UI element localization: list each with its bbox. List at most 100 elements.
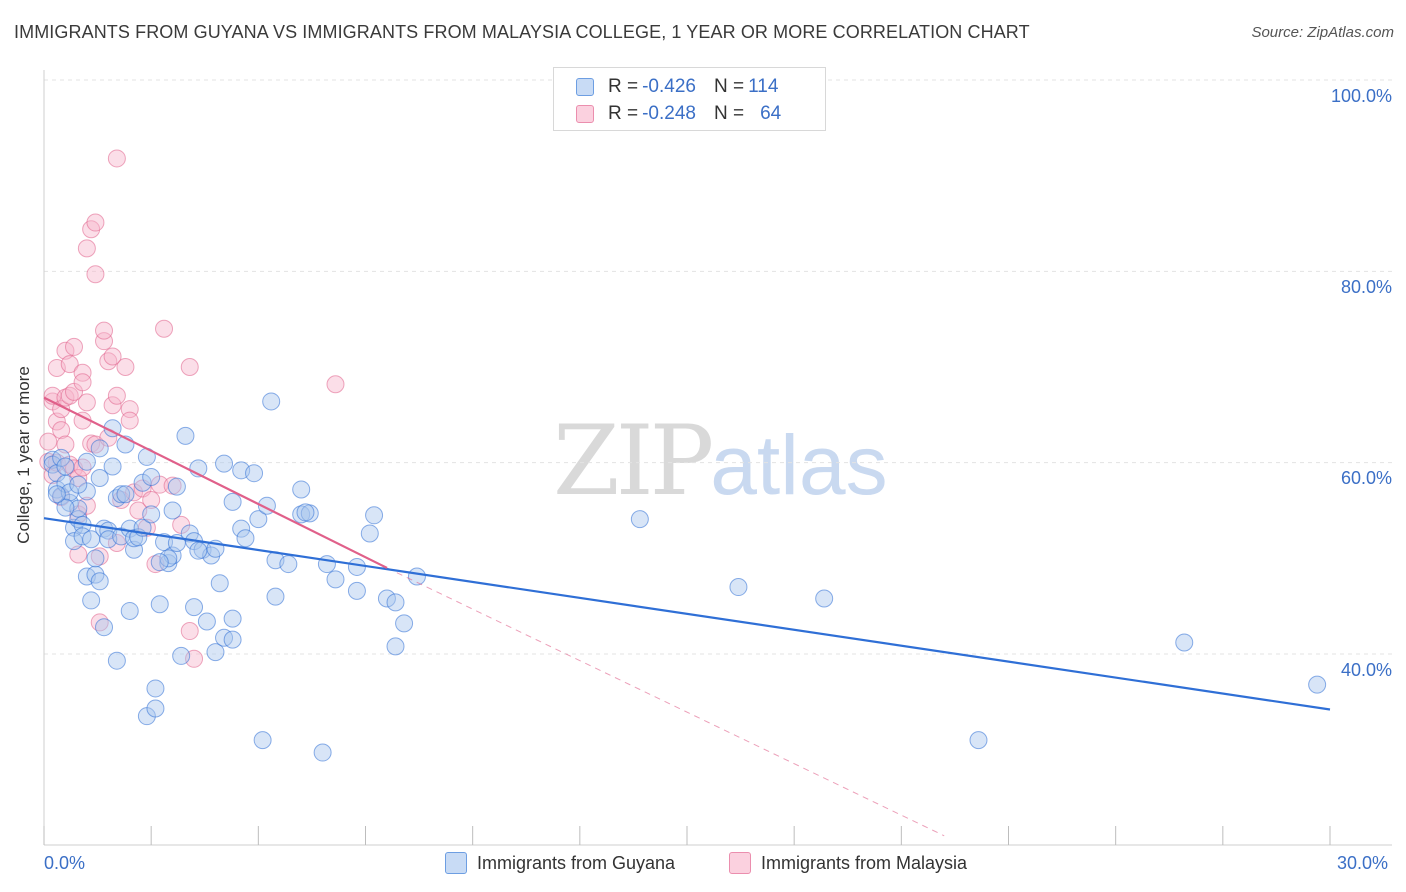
guyana-point xyxy=(176,426,195,445)
malaysia-point xyxy=(39,432,58,451)
malaysia-point xyxy=(326,375,345,394)
guyana-point xyxy=(317,555,336,574)
malaysia-point xyxy=(180,622,199,641)
guyana-point xyxy=(185,598,204,617)
malaysia-point xyxy=(73,373,92,392)
x-tick-label-min: 0.0% xyxy=(44,853,86,873)
guyana-point xyxy=(386,637,405,656)
malaysia-point xyxy=(116,358,135,376)
guyana-point xyxy=(326,570,345,589)
guyana-point xyxy=(159,549,178,568)
malaysia-trend-line xyxy=(43,396,388,569)
guyana-point xyxy=(206,643,225,662)
guyana-point xyxy=(969,731,988,750)
guyana-point xyxy=(86,549,105,568)
guyana-point xyxy=(1175,633,1194,652)
guyana-point xyxy=(142,505,161,524)
malaysia-point xyxy=(107,386,126,405)
guyana-point xyxy=(146,699,165,718)
malaysia-point xyxy=(73,363,92,382)
guyana-point xyxy=(232,519,251,538)
guyana-point xyxy=(347,581,366,600)
guyana-point xyxy=(347,557,366,576)
legend-r-label: R = xyxy=(608,103,639,124)
malaysia-point xyxy=(95,321,114,340)
guyana-point xyxy=(313,743,332,762)
guyana-point xyxy=(77,452,96,471)
guyana-point xyxy=(215,454,234,473)
guyana-point xyxy=(172,646,191,665)
guyana-point xyxy=(120,601,139,620)
guyana-point xyxy=(210,574,229,593)
chart-title: IMMIGRANTS FROM GUYANA VS IMMIGRANTS FRO… xyxy=(14,22,1030,42)
guyana-point xyxy=(163,501,182,520)
bottom-legend-label-guyana: Immigrants from Guyana xyxy=(477,852,676,873)
guyana-point xyxy=(236,529,255,548)
guyana-legend-swatch xyxy=(445,852,467,874)
guyana-point xyxy=(296,503,315,522)
malaysia-point xyxy=(103,347,122,366)
guyana-point xyxy=(116,485,135,504)
malaysia-point xyxy=(65,337,84,356)
malaysia-trend-extension xyxy=(386,567,945,837)
guyana-point xyxy=(167,477,186,496)
legend-r-value-malaysia: -0.248 xyxy=(642,103,696,124)
guyana-point xyxy=(82,591,101,610)
guyana-point xyxy=(69,475,88,494)
guyana-point xyxy=(133,473,152,492)
guyana-point xyxy=(377,589,396,608)
malaysia-point xyxy=(77,393,96,412)
guyana-point xyxy=(1308,675,1327,694)
guyana-point xyxy=(90,468,109,487)
guyana-point xyxy=(56,498,75,517)
source-label: Source: ZipAtlas.com xyxy=(1251,24,1394,41)
guyana-point xyxy=(279,555,298,574)
guyana-trend-line xyxy=(43,517,1331,711)
malaysia-point xyxy=(180,358,199,376)
malaysia-point xyxy=(60,355,79,374)
guyana-point xyxy=(90,572,109,591)
guyana-point xyxy=(223,492,242,511)
guyana-point xyxy=(47,485,66,504)
legend-r-value-guyana: -0.426 xyxy=(642,76,696,97)
guyana-point xyxy=(107,651,126,670)
malaysia-point xyxy=(107,149,126,168)
guyana-point xyxy=(150,553,169,572)
guyana-point xyxy=(249,510,268,529)
malaysia-point xyxy=(56,435,75,454)
malaysia-point xyxy=(77,239,96,258)
malaysia-point xyxy=(69,545,88,564)
malaysia-point xyxy=(86,213,105,232)
legend-r-label: R = xyxy=(608,76,639,97)
guyana-point xyxy=(360,524,379,543)
guyana-point xyxy=(142,468,161,487)
guyana-point xyxy=(223,609,242,628)
malaysia-point xyxy=(155,319,174,338)
y-tick-label-40: 40.0% xyxy=(1340,660,1392,680)
legend-n-label: N = xyxy=(713,76,745,97)
guyana-point xyxy=(90,439,109,458)
guyana-point xyxy=(223,630,242,649)
guyana-point xyxy=(815,589,834,608)
guyana-point xyxy=(197,612,216,631)
guyana-point xyxy=(395,614,414,633)
legend-n-value-guyana: 114 xyxy=(748,76,779,97)
malaysia-swatch xyxy=(576,105,594,123)
malaysia-point xyxy=(95,332,114,351)
y-tick-label-100: 100.0% xyxy=(1330,86,1392,106)
legend-n-label: N = xyxy=(713,103,745,124)
guyana-point xyxy=(266,587,285,606)
guyana-point xyxy=(262,392,281,411)
bottom-legend-label-malaysia: Immigrants from Malaysia xyxy=(761,852,968,873)
y-tick-label-60: 60.0% xyxy=(1340,468,1392,488)
guyana-point xyxy=(56,457,75,476)
x-tick-label-max: 30.0% xyxy=(1337,853,1389,873)
guyana-point xyxy=(365,506,384,525)
y-tick-label-80: 80.0% xyxy=(1340,277,1392,297)
guyana-point xyxy=(146,679,165,698)
guyana-point xyxy=(95,618,114,637)
guyana-point xyxy=(103,457,122,476)
malaysia-legend-swatch xyxy=(729,852,751,874)
guyana-point xyxy=(292,480,311,499)
